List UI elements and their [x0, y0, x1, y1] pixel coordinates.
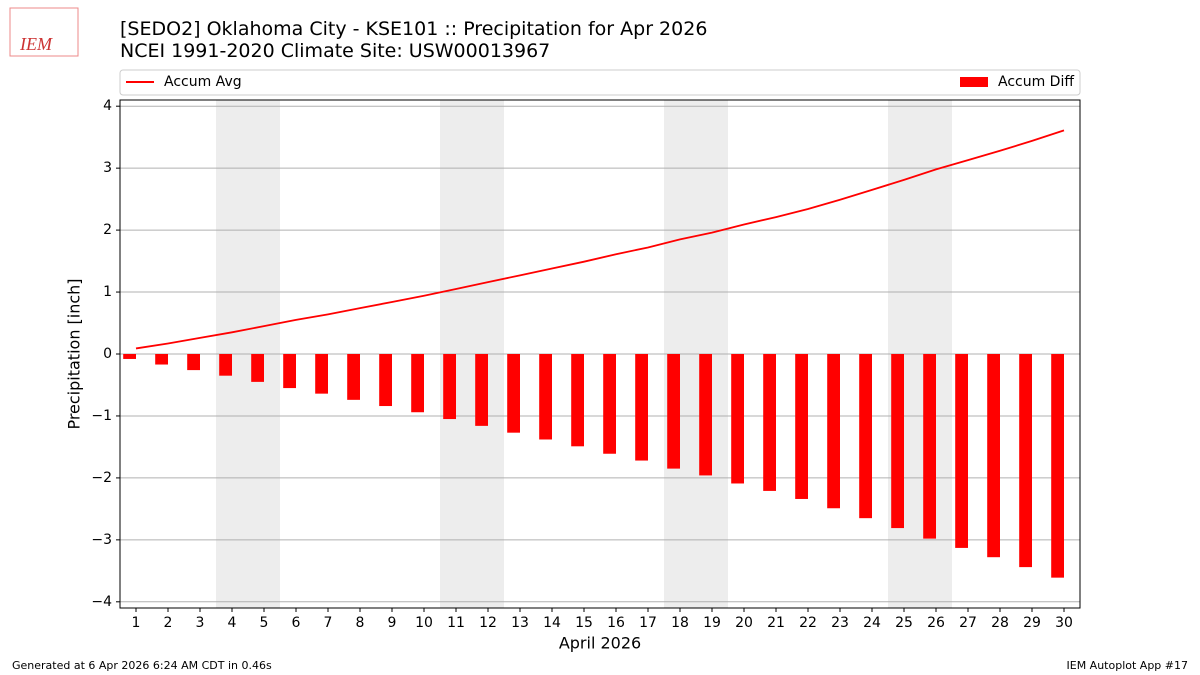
y-tick-label: −4 [91, 594, 112, 610]
logo-box [9, 7, 79, 57]
bar [667, 354, 680, 469]
bar [347, 354, 360, 400]
y-tick-label: −3 [91, 532, 112, 548]
x-tick-label: 29 [1023, 615, 1041, 631]
x-tick-label: 15 [575, 615, 593, 631]
bar [603, 354, 616, 454]
bar [507, 354, 520, 433]
bar [571, 354, 584, 447]
x-tick-label: 23 [831, 615, 849, 631]
x-tick-label: 12 [479, 615, 497, 631]
bar [827, 354, 840, 509]
x-tick-label: 28 [991, 615, 1009, 631]
bar [219, 354, 232, 376]
x-tick-label: 14 [543, 615, 561, 631]
bar [1019, 354, 1032, 568]
x-tick-label: 6 [292, 615, 301, 631]
bar [699, 354, 712, 476]
bar [123, 354, 136, 359]
x-tick-label: 24 [863, 615, 881, 631]
bar [411, 354, 424, 413]
bar [187, 354, 200, 371]
bar [379, 354, 392, 407]
legend-box [119, 69, 1081, 96]
x-tick-label: 25 [895, 615, 913, 631]
x-tick-label: 8 [356, 615, 365, 631]
x-tick-label: 3 [196, 615, 205, 631]
footer-left: Generated at 6 Apr 2026 6:24 AM CDT in 0… [12, 659, 272, 672]
x-tick-label: 9 [388, 615, 397, 631]
x-tick-label: 16 [607, 615, 625, 631]
bar [955, 354, 968, 548]
bar [923, 354, 936, 539]
x-tick-label: 2 [164, 615, 173, 631]
chart-subtitle: NCEI 1991-2020 Climate Site: USW00013967 [120, 40, 550, 62]
x-tick-label: 20 [735, 615, 753, 631]
x-tick-label: 30 [1055, 615, 1073, 631]
line [135, 129, 1065, 350]
x-tick-label: 1 [132, 615, 141, 631]
bar [731, 354, 744, 484]
logo: IEM [19, 34, 53, 54]
bar [795, 354, 808, 499]
y-tick-label: 4 [103, 98, 112, 114]
x-tick-label: 22 [799, 615, 817, 631]
bar [635, 354, 648, 461]
bar [987, 354, 1000, 558]
bar [763, 354, 776, 491]
x-tick-label: 11 [447, 615, 465, 631]
y-axis-label: Precipitation [inch] [65, 278, 84, 429]
x-tick-label: 21 [767, 615, 785, 631]
x-tick-label: 7 [324, 615, 333, 631]
chart-title: [SEDO2] Oklahoma City - KSE101 :: Precip… [120, 18, 707, 40]
x-tick-label: 26 [927, 615, 945, 631]
bar [155, 354, 168, 365]
bar [283, 354, 296, 389]
legend-swatch [960, 77, 988, 87]
y-tick-label: 1 [103, 284, 112, 300]
x-tick-label: 13 [511, 615, 529, 631]
bar [315, 354, 328, 394]
x-tick-label: 4 [228, 615, 237, 631]
bar [251, 354, 264, 382]
bar [475, 354, 488, 426]
legend-label: Accum Diff [998, 74, 1074, 90]
bar [891, 354, 904, 529]
x-tick-label: 19 [703, 615, 721, 631]
legend-label: Accum Avg [164, 74, 242, 90]
y-tick-label: 0 [103, 346, 112, 362]
plot-frame [119, 99, 1081, 609]
bar [539, 354, 552, 440]
x-axis-label: April 2026 [559, 634, 641, 653]
x-tick-label: 17 [639, 615, 657, 631]
y-tick-label: −2 [91, 470, 112, 486]
y-tick-label: −1 [91, 408, 112, 424]
x-tick-label: 5 [260, 615, 269, 631]
bar [443, 354, 456, 420]
x-tick-label: 27 [959, 615, 977, 631]
y-tick-label: 2 [103, 222, 112, 238]
x-tick-label: 18 [671, 615, 689, 631]
x-tick-label: 10 [415, 615, 433, 631]
bar [1051, 354, 1064, 578]
footer-right: IEM Autoplot App #17 [1067, 659, 1189, 672]
bar [859, 354, 872, 519]
y-tick-label: 3 [103, 160, 112, 176]
